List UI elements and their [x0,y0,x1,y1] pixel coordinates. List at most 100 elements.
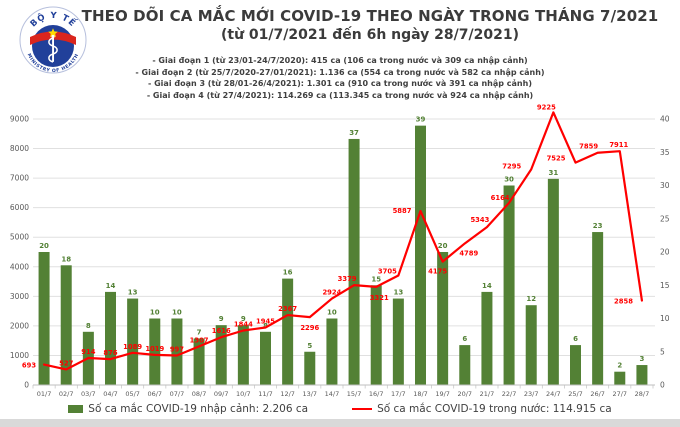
phase-note-3: - Giai đoạn 3 (từ 28/01-26/4/2021): 1.30… [148,79,532,88]
x-label: 03/7 [81,390,96,398]
bar [171,318,183,385]
legend-item-domestic: Số ca mắc COVID-19 trong nước: 114.915 c… [352,403,612,415]
svg-text:1000: 1000 [10,351,29,360]
logo-staff-icon [52,36,54,62]
x-label: 12/7 [280,390,295,398]
x-label: 20/7 [457,390,472,398]
svg-text:7000: 7000 [10,174,29,183]
bar-label: 30 [504,176,514,184]
svg-text:5000: 5000 [10,233,29,242]
bar-label: 13 [128,289,138,297]
x-label: 10/7 [236,390,251,398]
bar [503,185,515,385]
bar [105,291,116,385]
line-label: 693 [22,362,36,370]
x-label: 27/7 [612,390,627,398]
logo-star-icon [48,28,58,38]
bar [392,298,404,385]
bar [570,345,581,385]
legend-bar-swatch [68,405,84,413]
bar [636,365,648,385]
x-label: 22/7 [502,390,517,398]
phase-note-4: - Giai đoạn 4 (từ 27/4/2021): 114.269 ca… [146,90,534,100]
x-label: 16/7 [369,390,384,398]
bar-label: 10 [150,309,160,317]
x-label: 23/7 [524,390,539,398]
line-label: 4789 [459,249,478,257]
page-title: THEO DÕI CA MẮC MỚI COVID-19 THEO NGÀY T… [81,7,659,25]
svg-text:2000: 2000 [10,321,29,330]
x-label: 13/7 [302,390,317,398]
bar [127,298,139,385]
x-label: 08/7 [192,390,207,398]
bar-label: 8 [263,322,268,330]
svg-text:35: 35 [660,148,670,157]
right-axis-labels: 0 5 10 15 20 25 30 35 40 [660,115,670,390]
bar [459,345,471,385]
legend-item-imported: Số ca mắc COVID-19 nhập cảnh: 2.206 ca [68,403,308,415]
x-label: 19/7 [435,390,450,398]
svg-text:3000: 3000 [10,292,29,301]
bar [326,318,338,385]
x-label: 28/7 [635,390,650,398]
svg-text:30: 30 [660,181,670,190]
line-label: 3705 [378,267,397,275]
x-label: 01/7 [37,390,52,398]
x-label: 14/7 [325,390,340,398]
bar-label: 6 [573,335,578,343]
phase-note-2: - Giai đoạn 2 (từ 25/7/2020-27/01/2021):… [135,67,545,77]
bar-label: 10 [327,309,337,317]
bar [237,325,249,385]
x-label: 09/7 [214,390,229,398]
x-label: 15/7 [347,390,362,398]
bar [60,265,72,385]
bottom-border [0,419,680,427]
line-label: 3321 [370,294,389,302]
bar [149,318,161,385]
line-label: 7295 [502,162,521,170]
moh-logo: BỘ Y TẾ MINISTRY OF HEALTH [12,3,94,81]
bar [592,232,604,385]
logo-snake-icon [48,37,58,63]
bar-label: 14 [106,282,116,290]
bar [415,125,426,386]
bar [481,291,493,385]
line-label: 2924 [322,289,341,297]
x-label: 24/7 [546,390,561,398]
x-label: 26/7 [590,390,605,398]
left-axis-labels: 0 1000 2000 3000 4000 5000 6000 7000 8000 9000 [10,115,29,390]
bar [348,138,360,385]
line-label: 2858 [614,298,633,306]
bar-label: 9 [219,315,224,323]
x-label: 25/7 [568,390,583,398]
svg-text:6000: 6000 [10,203,29,212]
svg-text:4000: 4000 [10,262,29,271]
line-label: 1019 [145,345,164,353]
bar-label: 16 [283,269,293,277]
bar-label: 6 [462,335,467,343]
phase-note-1: - Giai đoạn 1 (từ 23/01-24/7/2020): 415 … [152,56,528,65]
bar-label: 8 [86,322,91,330]
line-label: 5887 [393,207,412,215]
page-subtitle: (từ 01/7/2021 đến 6h ngày 28/7/2021) [221,27,519,43]
x-label: 02/7 [59,390,74,398]
imported-bars: 20 18 8 14 13 10 10 7 9 9 8 16 5 10 37 15 13 39 20 6 14 30 12 3… [38,116,648,386]
bar-label: 15 [371,275,381,283]
bar-label: 7 [197,328,202,336]
bar [282,278,294,385]
svg-text:40: 40 [660,115,670,124]
line-label: 3379 [338,275,357,283]
svg-text:15: 15 [660,281,670,290]
bar [437,252,449,385]
bar [525,305,537,385]
x-label: 06/7 [147,390,162,398]
svg-text:9000: 9000 [10,115,29,124]
line-label: 2296 [300,324,319,332]
svg-text:5: 5 [660,347,665,356]
legend-domestic-label: Số ca mắc COVID-19 trong nước: 114.915 c… [377,403,612,415]
line-label: 527 [59,359,73,367]
line-label: 1089 [123,343,142,351]
bar-label: 31 [548,169,558,177]
bar-label: 9 [241,315,246,323]
x-label: 07/7 [170,390,185,398]
